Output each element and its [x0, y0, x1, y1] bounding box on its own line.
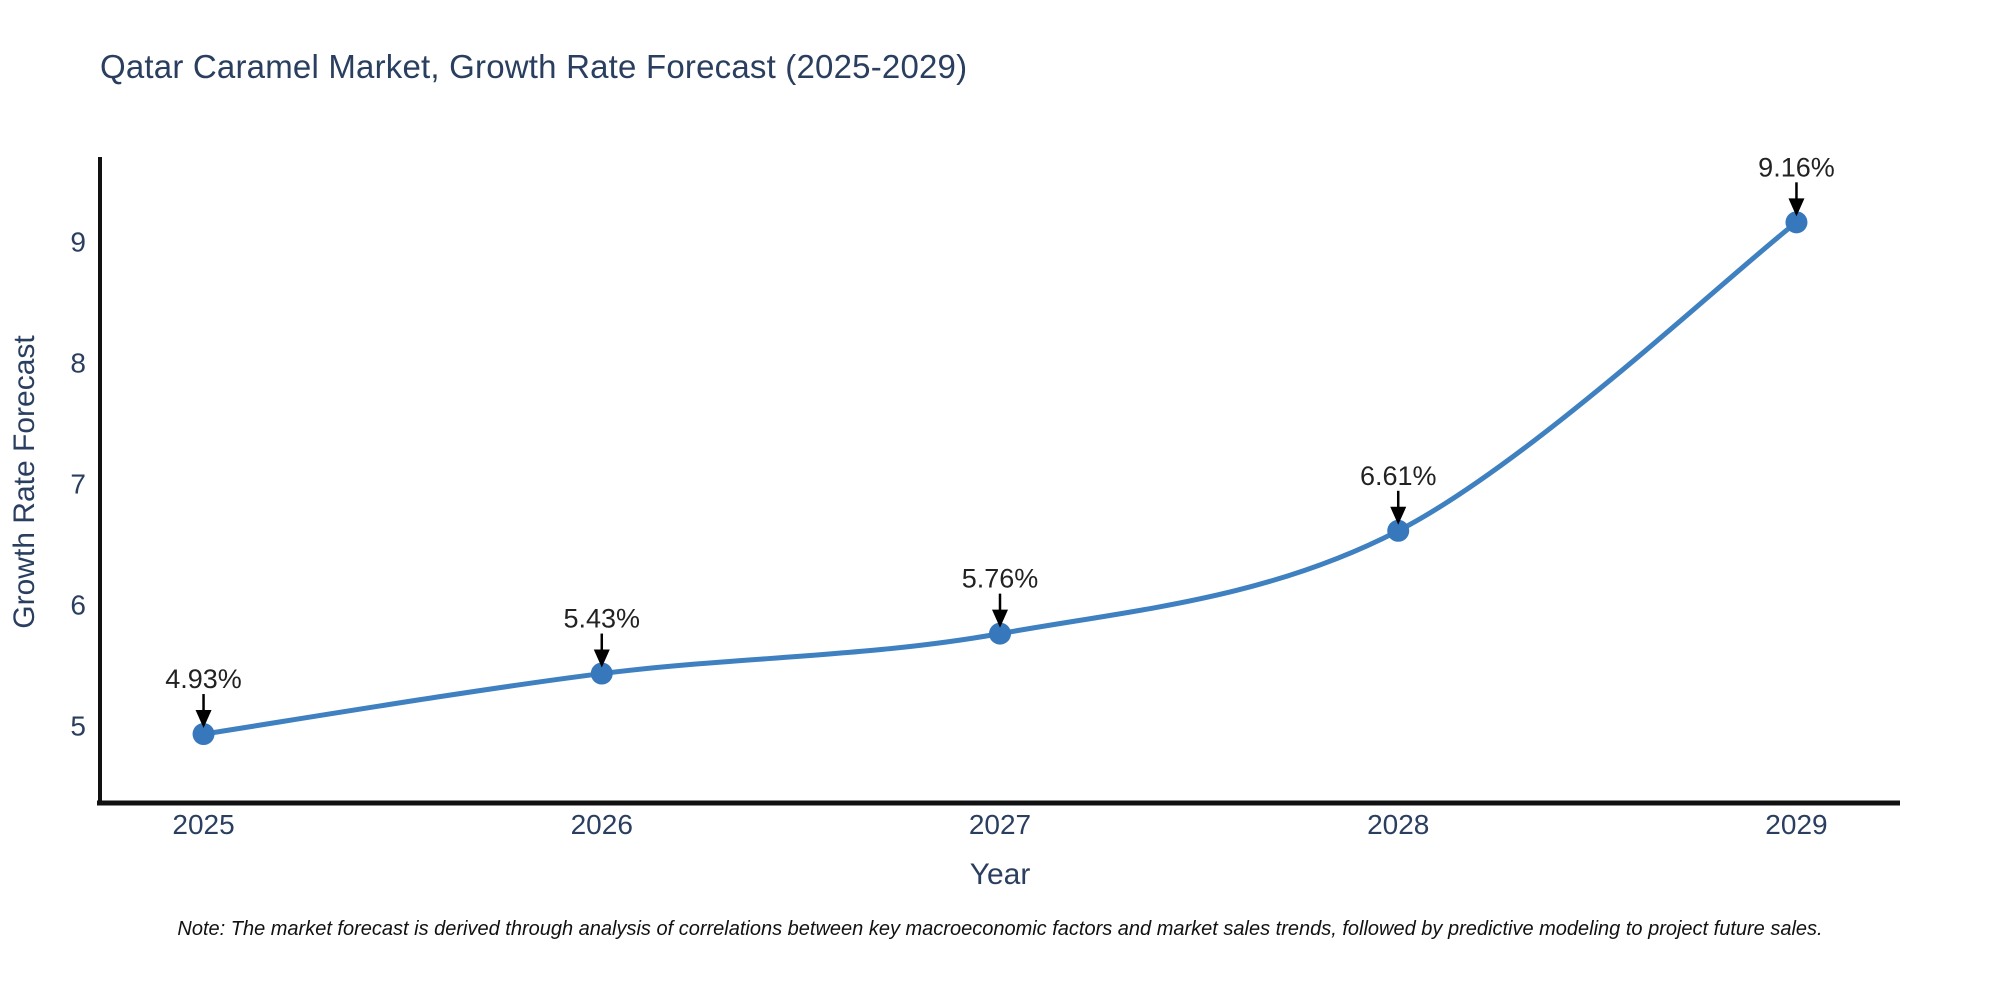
x-tick-label: 2027	[969, 809, 1031, 840]
annotation-arrowhead-icon	[1788, 198, 1805, 217]
x-tick-label: 2025	[172, 809, 234, 840]
x-tick-label: 2029	[1765, 809, 1827, 840]
annotation-arrowhead-icon	[992, 609, 1008, 628]
y-axis-title: Growth Rate Forecast	[8, 335, 41, 629]
y-tick-label: 7	[70, 469, 86, 500]
annotation-arrowhead-icon	[593, 649, 610, 668]
data-point-marker	[192, 723, 215, 746]
data-point-annotation: 5.76%	[962, 564, 1039, 594]
data-point-annotation: 5.43%	[563, 604, 640, 634]
y-tick-label: 9	[70, 227, 86, 258]
annotation-arrowhead-icon	[195, 710, 212, 729]
y-tick-label: 8	[70, 348, 86, 379]
chart-title: Qatar Caramel Market, Growth Rate Foreca…	[100, 48, 968, 85]
data-point-annotation: 6.61%	[1360, 461, 1437, 491]
x-tick-label: 2028	[1367, 809, 1429, 840]
data-point-marker	[1387, 519, 1410, 542]
y-tick-label: 5	[70, 711, 86, 742]
chart-note: Note: The market forecast is derived thr…	[177, 918, 1823, 940]
data-point-annotation: 4.93%	[165, 664, 242, 694]
data-point-annotation: 9.16%	[1758, 152, 1835, 182]
y-tick-label: 6	[70, 590, 86, 621]
data-point-marker	[1785, 211, 1808, 234]
x-axis-title: Year	[969, 858, 1031, 891]
data-point-marker	[989, 622, 1011, 645]
annotation-arrowhead-icon	[1390, 506, 1407, 525]
x-tick-label: 2026	[571, 809, 633, 840]
trend-line	[201, 219, 1799, 737]
data-point-marker	[590, 662, 613, 685]
